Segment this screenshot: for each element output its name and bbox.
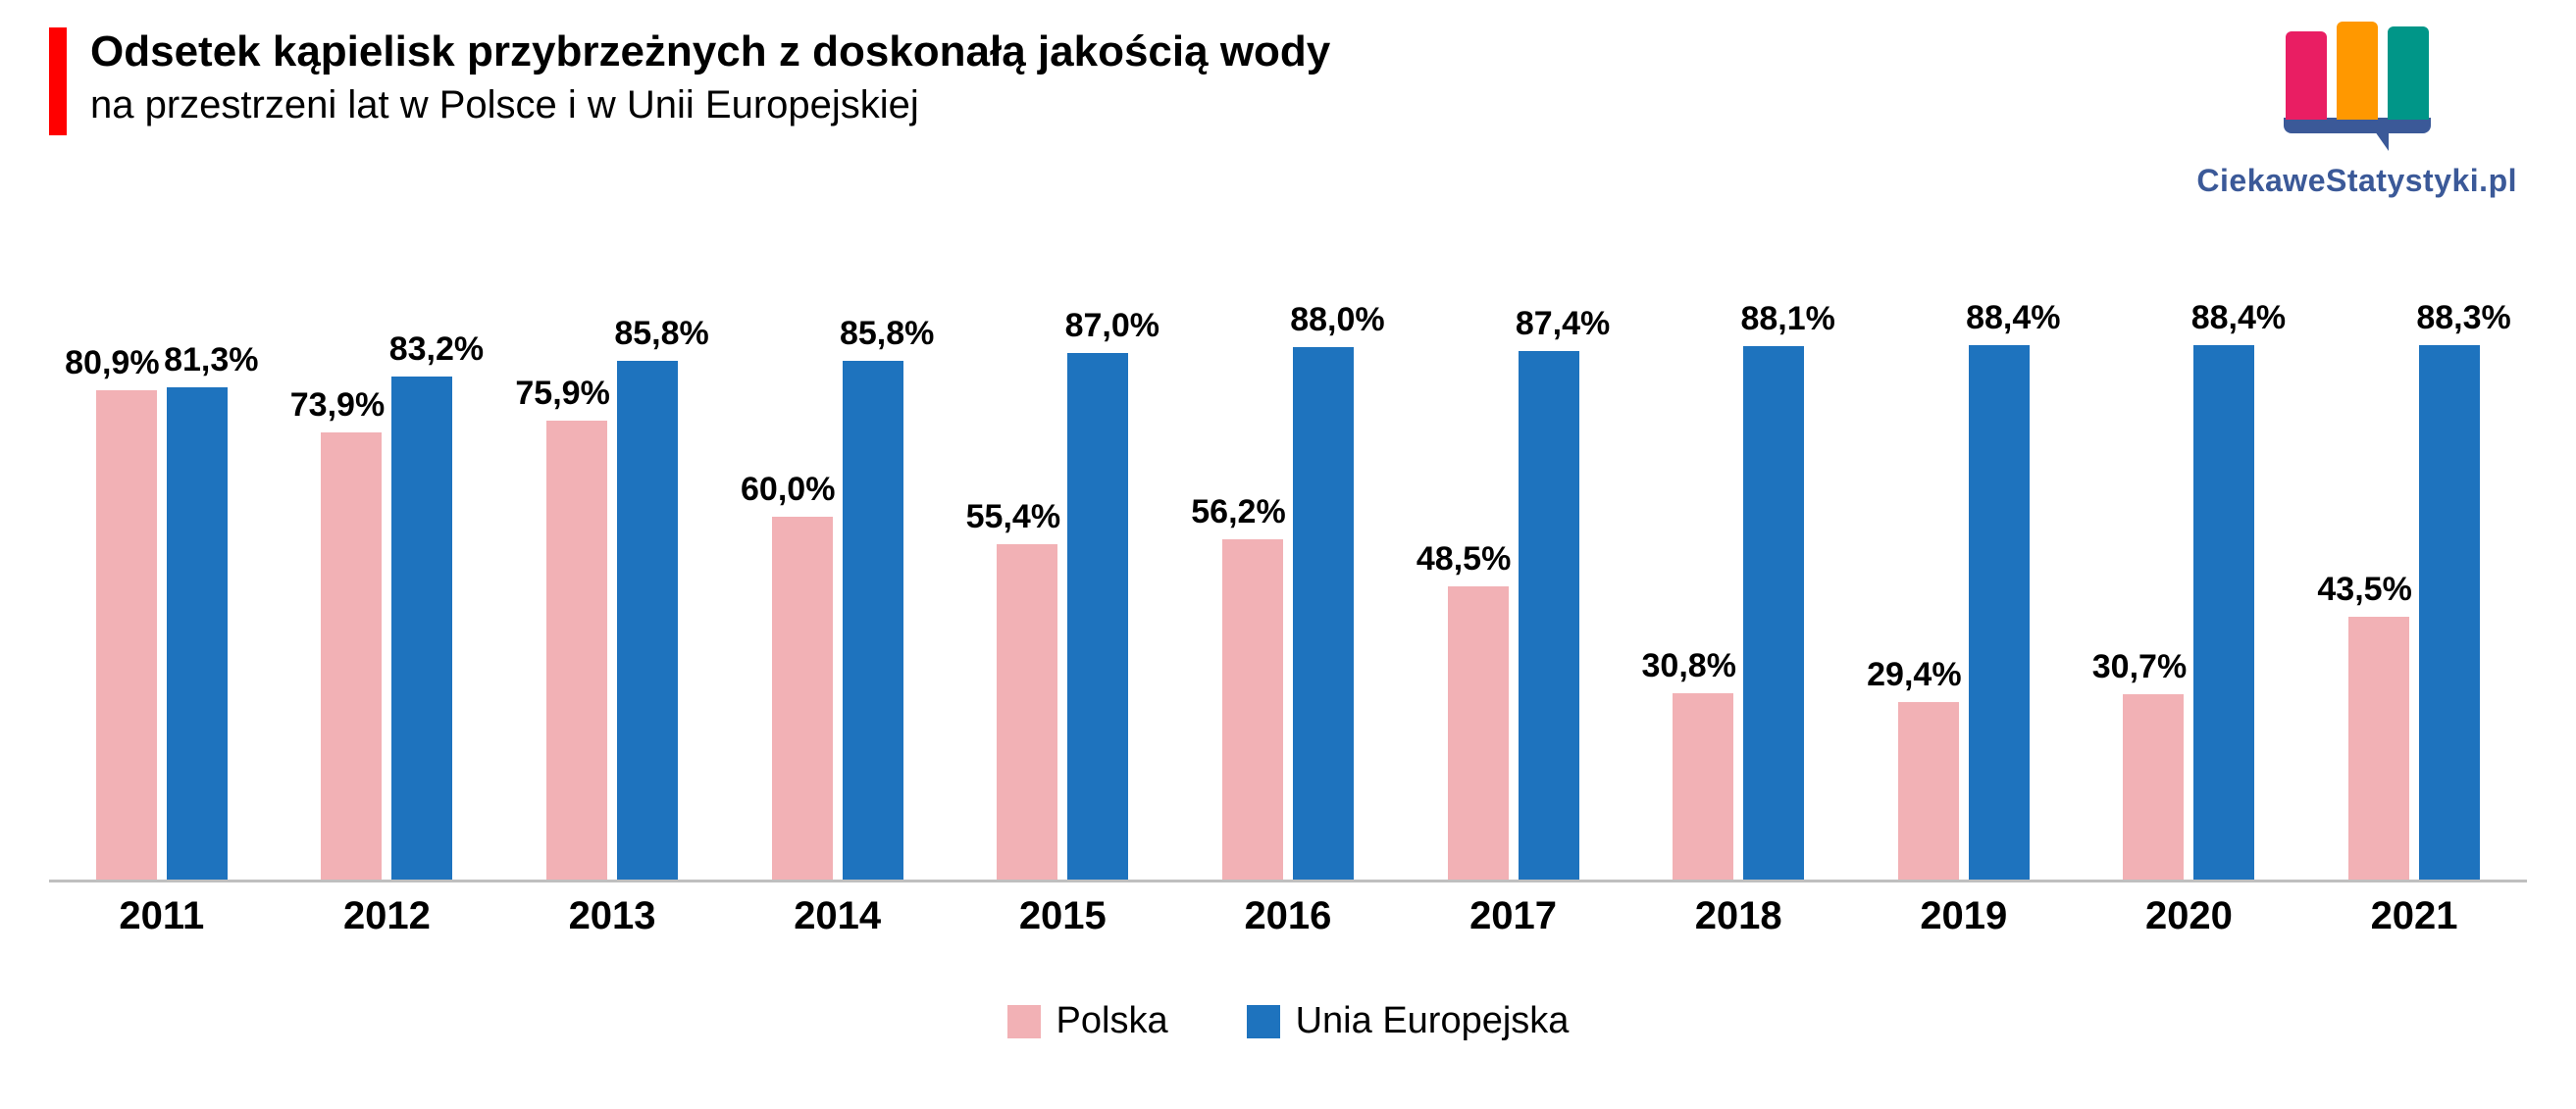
x-axis-label: 2016 [1210,894,1366,938]
bar-eu: 88,0% [1293,347,1354,880]
bar-eu: 87,4% [1519,351,1579,880]
legend-item-polska: Polska [1007,1000,1168,1042]
logo-text: CiekaweStatystyki.pl [2196,163,2517,199]
bar-group: 30,8%88,1% [1673,275,1804,880]
header: Odsetek kąpielisk przybrzeżnych z doskon… [49,27,1330,135]
chart-plot-area: 80,9%81,3%73,9%83,2%75,9%85,8%60,0%85,8%… [49,275,2527,882]
bar-value-label: 73,9% [290,386,385,432]
bar-group: 60,0%85,8% [772,275,903,880]
bar-eu: 87,0% [1067,353,1128,880]
bar-polska: 48,5% [1448,586,1509,880]
bar-value-label: 87,0% [1065,307,1159,353]
bar-eu: 85,8% [843,361,903,880]
bar-group: 29,4%88,4% [1898,275,2030,880]
x-axis-label: 2019 [1885,894,2042,938]
bar-group: 56,2%88,0% [1222,275,1354,880]
bar-eu: 88,4% [1969,345,2030,880]
x-axis-label: 2014 [759,894,916,938]
bar-group: 48,5%87,4% [1448,275,1579,880]
bar-value-label: 75,9% [515,375,609,421]
bar-value-label: 85,8% [840,315,934,361]
bar-eu: 85,8% [617,361,678,880]
x-axis-label: 2017 [1435,894,1592,938]
bar-value-label: 43,5% [2317,571,2411,617]
bar-value-label: 55,4% [966,498,1060,544]
bar-polska: 73,9% [321,432,382,880]
bar-value-label: 88,1% [1740,300,1834,346]
bar-group: 73,9%83,2% [321,275,452,880]
bar-value-label: 60,0% [741,471,835,517]
legend: Polska Unia Europejska [0,1000,2576,1042]
bar-polska: 80,9% [96,390,157,880]
bar-group: 75,9%85,8% [546,275,678,880]
bar-eu: 88,4% [2193,345,2254,880]
bar-value-label: 88,4% [2191,299,2286,345]
chart-subtitle: na przestrzeni lat w Polsce i w Unii Eur… [90,83,1330,127]
site-logo: CiekaweStatystyki.pl [2196,22,2517,199]
x-axis-label: 2013 [534,894,691,938]
x-axis-label: 2018 [1660,894,1817,938]
bar-value-label: 88,4% [1966,299,2060,345]
bar-polska: 60,0% [772,517,833,880]
bar-polska: 56,2% [1222,539,1283,880]
x-axis-labels: 2011 2012 2013 2014 2015 2016 2017 2018 2019 2020… [49,894,2527,938]
bar-value-label: 85,8% [614,315,708,361]
bar-value-label: 81,3% [164,341,258,387]
x-axis-label: 2021 [2336,894,2493,938]
bar-group: 30,7%88,4% [2123,275,2254,880]
legend-label: Unia Europejska [1296,1000,1570,1042]
legend-swatch [1247,1005,1280,1038]
chart-title: Odsetek kąpielisk przybrzeżnych z doskon… [90,27,1330,77]
bar-value-label: 88,0% [1290,301,1384,347]
bar-value-label: 30,8% [1642,647,1736,693]
bar-value-label: 48,5% [1417,540,1511,586]
legend-label: Polska [1056,1000,1168,1042]
bar-value-label: 29,4% [1867,656,1961,702]
bar-eu: 88,1% [1743,346,1804,880]
bar-value-label: 80,9% [65,344,159,390]
bar-polska: 30,8% [1673,693,1733,880]
title-block: Odsetek kąpielisk przybrzeżnych z doskon… [90,27,1330,127]
bar-polska: 43,5% [2348,617,2409,880]
x-axis-label: 2020 [2110,894,2267,938]
accent-bar [49,27,67,135]
x-axis-label: 2012 [308,894,465,938]
x-axis-label: 2011 [83,894,240,938]
bar-eu: 83,2% [391,377,452,880]
bar-value-label: 87,4% [1516,305,1610,351]
bar-eu: 81,3% [167,387,228,880]
bar-value-label: 88,3% [2416,299,2510,345]
bar-group: 43,5%88,3% [2348,275,2480,880]
bar-value-label: 30,7% [2092,648,2187,694]
legend-item-eu: Unia Europejska [1247,1000,1570,1042]
bar-value-label: 83,2% [389,330,484,377]
logo-bars-icon [2286,22,2429,120]
bar-polska: 55,4% [997,544,1057,880]
bar-polska: 29,4% [1898,702,1959,880]
bar-eu: 88,3% [2419,345,2480,880]
bar-value-label: 56,2% [1191,493,1285,539]
x-axis-label: 2015 [984,894,1141,938]
bar-polska: 30,7% [2123,694,2184,880]
bar-group: 55,4%87,0% [997,275,1128,880]
bar-group: 80,9%81,3% [96,275,228,880]
legend-swatch [1007,1005,1041,1038]
bar-polska: 75,9% [546,421,607,880]
